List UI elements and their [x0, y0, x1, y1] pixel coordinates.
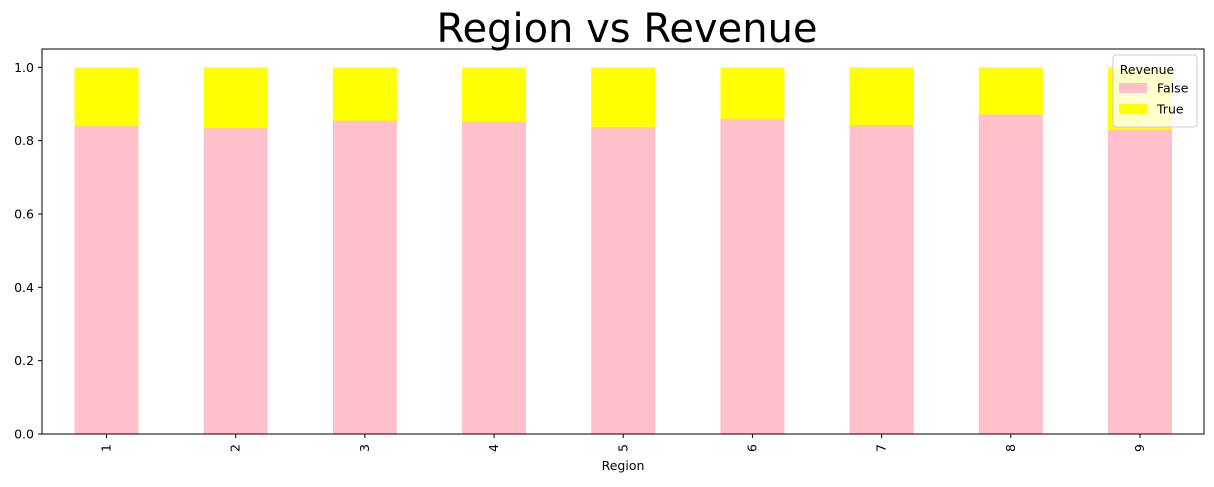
x-tick-label-region-9: 9 — [1132, 444, 1147, 452]
bar-true-region-6 — [720, 67, 785, 119]
legend-entries: False True — [1119, 81, 1189, 117]
x-tick-label-region-7: 7 — [874, 444, 889, 452]
legend-title: Revenue — [1120, 62, 1175, 77]
bar-false-region-4 — [462, 121, 527, 434]
bar-false-region-9 — [1108, 129, 1172, 435]
bar-true-region-4 — [462, 67, 527, 122]
legend-swatch-true — [1119, 104, 1147, 114]
y-tick-label: 0.2 — [14, 353, 34, 368]
chart-title: Region vs Revenue — [436, 6, 817, 52]
bar-false-region-5 — [591, 126, 656, 434]
legend-label-false: False — [1157, 81, 1189, 96]
x-axis: 1 2 3 4 5 6 7 8 9 — [99, 434, 1147, 452]
bar-true-region-2 — [203, 67, 268, 128]
bar-true-region-3 — [332, 67, 397, 121]
bar-false-region-2 — [203, 127, 268, 434]
bar-true-region-5 — [591, 67, 656, 127]
bar-true-region-8 — [978, 67, 1043, 115]
bar-false-region-1 — [74, 126, 139, 434]
bar-false-region-8 — [978, 114, 1043, 435]
y-tick-label: 1.0 — [14, 60, 34, 75]
bar-false-region-3 — [332, 120, 397, 434]
x-tick-label-region-1: 1 — [99, 444, 114, 452]
y-tick-label: 0.8 — [14, 133, 34, 148]
bar-true-region-7 — [849, 67, 914, 125]
x-tick-label-region-6: 6 — [744, 444, 759, 452]
legend: Revenue False True — [1112, 54, 1198, 128]
x-axis-label: Region — [602, 458, 645, 473]
y-tick-label: 0.0 — [14, 427, 34, 442]
y-axis: 0.0 0.2 0.4 0.6 0.8 1.0 — [14, 60, 42, 442]
bar-false-region-6 — [720, 118, 785, 435]
y-tick-label: 0.4 — [14, 280, 34, 295]
x-tick-label-region-8: 8 — [1003, 444, 1018, 452]
x-tick-label-region-2: 2 — [228, 444, 243, 452]
bar-true-region-1 — [74, 67, 139, 126]
legend-label-true: True — [1156, 102, 1184, 117]
legend-swatch-false — [1119, 83, 1147, 93]
x-tick-label-region-5: 5 — [615, 444, 630, 452]
x-tick-label-region-3: 3 — [357, 444, 372, 452]
bar-false-region-7 — [849, 124, 914, 435]
bars-layer — [74, 67, 1172, 435]
y-tick-label: 0.6 — [14, 207, 34, 222]
x-tick-label-region-4: 4 — [486, 444, 501, 452]
